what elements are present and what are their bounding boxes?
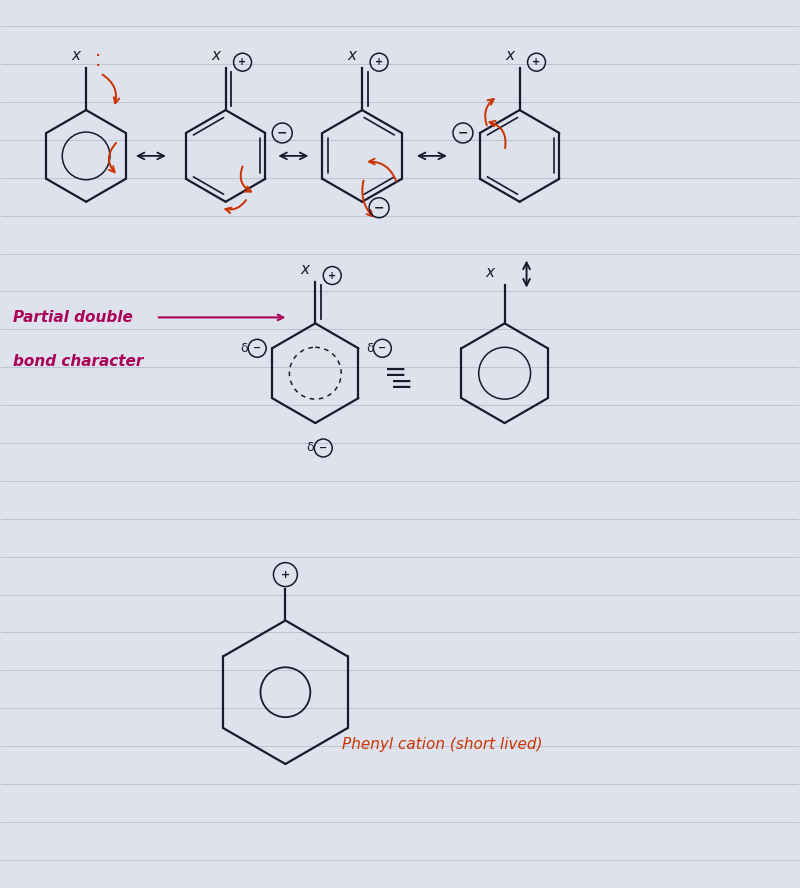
Text: −: − bbox=[458, 126, 468, 139]
Text: δ: δ bbox=[366, 342, 374, 355]
Text: ·: · bbox=[95, 57, 101, 75]
Text: δ: δ bbox=[306, 441, 314, 455]
Text: +: + bbox=[375, 57, 383, 67]
Text: −: − bbox=[319, 443, 327, 453]
Text: +: + bbox=[328, 271, 336, 281]
Text: x: x bbox=[72, 48, 81, 63]
Text: Phenyl cation (short lived): Phenyl cation (short lived) bbox=[342, 736, 542, 751]
Text: +: + bbox=[533, 57, 541, 67]
Text: =: = bbox=[390, 371, 414, 400]
Text: −: − bbox=[378, 344, 386, 353]
Text: +: + bbox=[238, 57, 246, 67]
Text: x: x bbox=[301, 262, 310, 276]
Text: δ: δ bbox=[241, 342, 248, 355]
Text: Partial double: Partial double bbox=[14, 310, 134, 325]
Text: bond character: bond character bbox=[14, 353, 144, 369]
Text: −: − bbox=[253, 344, 262, 353]
Text: −: − bbox=[277, 126, 287, 139]
Text: x: x bbox=[211, 48, 220, 63]
Text: ·: · bbox=[95, 47, 101, 66]
Text: x: x bbox=[505, 48, 514, 63]
Text: −: − bbox=[374, 202, 384, 214]
Text: x: x bbox=[348, 48, 357, 63]
Text: =: = bbox=[384, 360, 408, 387]
Text: +: + bbox=[281, 569, 290, 580]
Text: x: x bbox=[485, 265, 494, 280]
